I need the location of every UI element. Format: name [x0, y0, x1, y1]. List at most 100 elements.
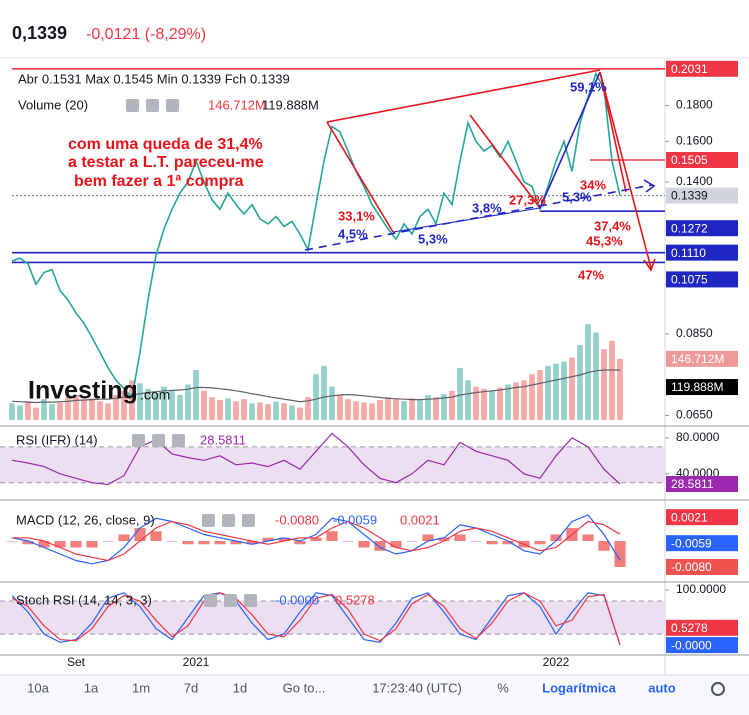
- series-line: [11, 369, 620, 404]
- bar: [265, 404, 271, 420]
- bar: [417, 400, 423, 420]
- series-line: [11, 514, 621, 565]
- settings-button[interactable]: [224, 594, 237, 607]
- bar: [214, 541, 226, 545]
- bar: [470, 541, 482, 542]
- bar: [529, 374, 535, 420]
- bar: [377, 400, 383, 420]
- close-button[interactable]: [242, 514, 255, 527]
- settings-button[interactable]: [202, 514, 215, 527]
- toolbar-items: 10a 1a 1m 7d 1d Go to... 17:23:40 (UTC)% Logarí…: [27, 680, 676, 695]
- bar: [369, 403, 375, 420]
- bar: [225, 398, 231, 420]
- toolbar-button[interactable]: %: [497, 680, 509, 695]
- trend-line: [326, 121, 394, 233]
- price-tag: [666, 151, 738, 168]
- series-line: [12, 520, 621, 562]
- bar: [57, 402, 63, 420]
- trend-line: [304, 184, 653, 251]
- y-tick-label: 0.1800: [676, 98, 713, 112]
- bar: [25, 401, 31, 420]
- toolbar-button[interactable]: 1m: [132, 680, 150, 695]
- header-change: -0,0121 (-8,29%): [86, 26, 206, 43]
- bar: [561, 361, 567, 420]
- bar: [401, 401, 407, 420]
- bar: [457, 367, 463, 420]
- bar: [582, 534, 594, 541]
- arrow-head: [643, 258, 656, 272]
- bar: [441, 394, 447, 420]
- bar: [161, 386, 167, 420]
- bar: [489, 390, 495, 420]
- trend-line: [392, 207, 541, 233]
- bar: [177, 395, 183, 420]
- bar: [105, 403, 111, 420]
- bar: [201, 390, 207, 420]
- bar: [545, 365, 551, 420]
- bar: [278, 537, 290, 541]
- series-line: [11, 592, 621, 645]
- legend-buttons[interactable]: [126, 99, 179, 112]
- price-tag: [666, 60, 738, 77]
- bar: [6, 541, 18, 542]
- bar: [553, 363, 559, 420]
- x-tick-label: Set: [67, 655, 86, 669]
- bar: [609, 340, 615, 420]
- legend-value: 146.712M: [208, 97, 266, 112]
- toolbar: [0, 676, 749, 715]
- legend-value: 28.5811: [200, 432, 246, 447]
- price-tag: [666, 509, 738, 526]
- legend-value: -0.0059: [333, 512, 377, 527]
- bar: [342, 541, 354, 542]
- price-tag-label: 0.1339: [671, 189, 708, 203]
- bar: [577, 345, 583, 420]
- bar: [537, 370, 543, 420]
- settings-button[interactable]: [146, 99, 159, 112]
- y-tick-label: 0.1600: [676, 134, 713, 148]
- panel-title: MACD (12, 26, close, 9): [16, 512, 155, 527]
- y-tick-label: 80.0000: [676, 430, 720, 444]
- close-button[interactable]: [244, 594, 257, 607]
- bar: [601, 349, 607, 420]
- logo-suffix: .com: [140, 387, 170, 403]
- bar: [9, 403, 15, 420]
- toolbar-button: 17:23:40 (UTC): [372, 680, 462, 695]
- bar: [102, 541, 114, 542]
- settings-button[interactable]: [132, 434, 145, 447]
- y-tick-label: 100.0000: [676, 582, 726, 596]
- y-tick-label: 0.1400: [676, 174, 713, 188]
- bar: [454, 534, 466, 541]
- price-tag-label: -0.0059: [671, 536, 712, 550]
- bar: [329, 386, 335, 420]
- close-button[interactable]: [172, 434, 185, 447]
- close-button[interactable]: [166, 99, 179, 112]
- bar: [97, 401, 103, 420]
- bar: [345, 399, 351, 420]
- settings-button[interactable]: [204, 594, 217, 607]
- toolbar-button[interactable]: Go to...: [283, 680, 326, 695]
- bar: [49, 404, 55, 420]
- legend-value: 0.0021: [400, 512, 440, 527]
- bar: [406, 541, 418, 542]
- bar: [310, 537, 322, 541]
- price-tag-label: 0.0021: [671, 510, 708, 524]
- toolbar-button[interactable]: 1a: [84, 680, 99, 695]
- bar: [473, 386, 479, 420]
- x-tick-label: 2021: [183, 655, 210, 669]
- bar: [449, 390, 455, 420]
- legend-value: 119.888M: [262, 97, 319, 112]
- toolbar-button[interactable]: Logarítmica: [542, 680, 616, 695]
- settings-gear[interactable]: [711, 682, 725, 696]
- toolbar-button[interactable]: auto: [648, 680, 676, 695]
- eye-button[interactable]: [126, 99, 139, 112]
- toolbar-button[interactable]: 10a: [27, 680, 49, 695]
- legend-value: -0.0000: [275, 592, 319, 607]
- bar: [137, 383, 143, 420]
- settings-button[interactable]: [222, 514, 235, 527]
- toolbar-button[interactable]: 7d: [184, 680, 198, 695]
- price-tag: [666, 220, 738, 237]
- settings-button[interactable]: [152, 434, 165, 447]
- toolbar-button[interactable]: 1d: [233, 680, 247, 695]
- bar: [145, 388, 151, 420]
- price-tag-label: 146.712M: [671, 352, 724, 366]
